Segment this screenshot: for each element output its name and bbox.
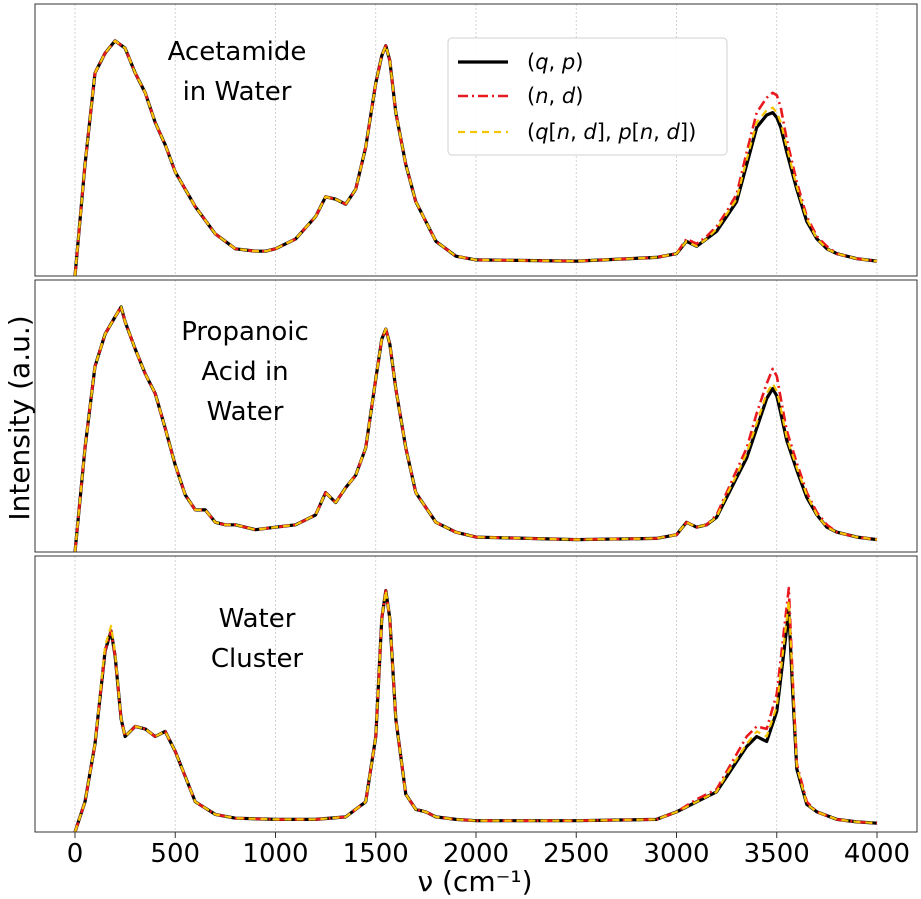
legend: (q, p) (n, d) (q[n, d], p[n, d]) [447,37,728,156]
panel-3: Water Cluster [34,555,918,833]
panel-label: Propanoic Acid in Water [181,317,309,427]
x-tick-label: 1500 [343,839,409,869]
x-tick-label: 500 [150,839,200,869]
x-axis: 0 500 1000 1500 2000 2500 3000 3500 4000 [67,832,910,869]
series-line-1 [73,589,878,832]
legend-entry-n-d: (n, d) [527,84,583,108]
panel-label-line: Acetamide [168,37,307,67]
x-tick-label: 3500 [744,839,810,869]
panel-label-line: Water [207,397,284,427]
panel-2: Propanoic Acid in Water [34,279,918,553]
x-axis-label: ν (cm⁻¹) [417,865,532,898]
panel-label: Acetamide in Water [168,37,307,107]
panel-frame [34,279,918,553]
series-line-2 [73,39,878,276]
x-tick-label: 2000 [443,839,509,869]
panel-label: Water Cluster [211,604,304,674]
panel-label-line: Propanoic [181,317,309,347]
panel-label-line: Cluster [211,644,304,674]
y-axis-label: Intensity (a.u.) [3,315,36,520]
panel-label-line: Acid in [201,357,288,387]
panel-frame [34,3,918,277]
legend-entry-q-p: (q, p) [527,50,583,74]
legend-box [447,37,728,156]
panel-label-line: Water [219,604,296,634]
legend-entry-qnd-pnd: (q[n, d], p[n, d]) [527,120,696,144]
x-tick-label: 3000 [643,839,709,869]
series-line-3 [73,589,878,832]
x-tick-label: 4000 [844,839,910,869]
panel-1: Acetamide in Water [34,3,918,277]
x-tick-label: 2500 [543,839,609,869]
panel-label-line: in Water [183,77,292,107]
legend-swatches [458,60,508,134]
series-line-3 [73,305,878,552]
x-tick-label: 0 [67,839,84,869]
x-tick-label: 1000 [242,839,308,869]
series-line-2 [73,586,878,832]
series-line-3 [73,39,878,276]
